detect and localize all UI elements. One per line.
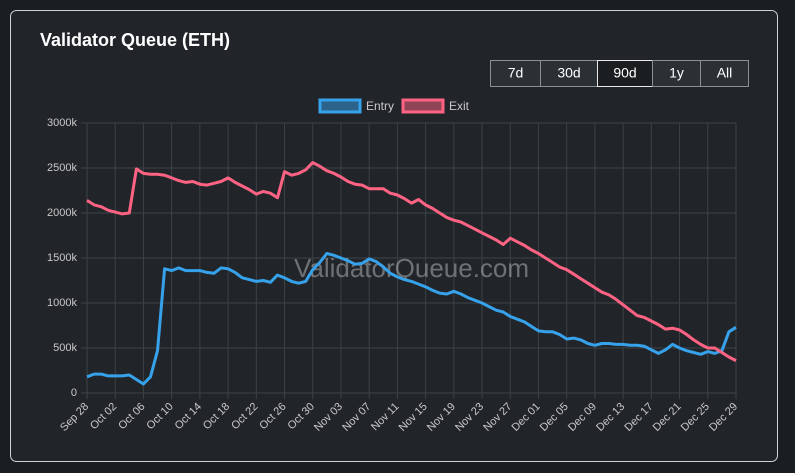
legend-swatch bbox=[318, 98, 362, 114]
y-tick-label: 3000k bbox=[47, 117, 77, 129]
y-tick-label: 0 bbox=[71, 387, 77, 399]
series-line bbox=[86, 161, 737, 362]
button-label[interactable]: 30d bbox=[557, 65, 580, 81]
watermark: ValidatorQueue.com bbox=[294, 253, 529, 283]
button-label[interactable]: 7d bbox=[508, 65, 524, 81]
y-tick-label: 500k bbox=[53, 342, 77, 354]
range-button[interactable]: All bbox=[700, 60, 749, 87]
button-label[interactable]: 1y bbox=[669, 65, 684, 81]
button-bg bbox=[652, 60, 701, 87]
legend-swatch bbox=[401, 98, 445, 114]
legend-label: Exit bbox=[449, 99, 470, 113]
range-button[interactable]: 7d bbox=[490, 60, 541, 87]
y-tick-label: 2000k bbox=[47, 207, 77, 219]
button-bg bbox=[540, 60, 598, 87]
button-bg bbox=[700, 60, 749, 87]
y-tick-label: 1000k bbox=[47, 297, 77, 309]
range-button[interactable]: 1y bbox=[652, 60, 701, 87]
range-button[interactable]: 30d bbox=[540, 60, 598, 87]
series-line bbox=[86, 252, 737, 386]
y-tick-label: 2500k bbox=[47, 162, 77, 174]
button-bg bbox=[490, 60, 541, 87]
button-label[interactable]: 90d bbox=[613, 65, 636, 81]
button-bg bbox=[597, 60, 653, 87]
y-tick-label: 1500k bbox=[47, 252, 77, 264]
legend-label: Entry bbox=[366, 99, 394, 113]
button-label[interactable]: All bbox=[717, 65, 733, 81]
card-title: Validator Queue (ETH) bbox=[40, 30, 230, 50]
range-button[interactable]: 90d bbox=[597, 60, 653, 87]
